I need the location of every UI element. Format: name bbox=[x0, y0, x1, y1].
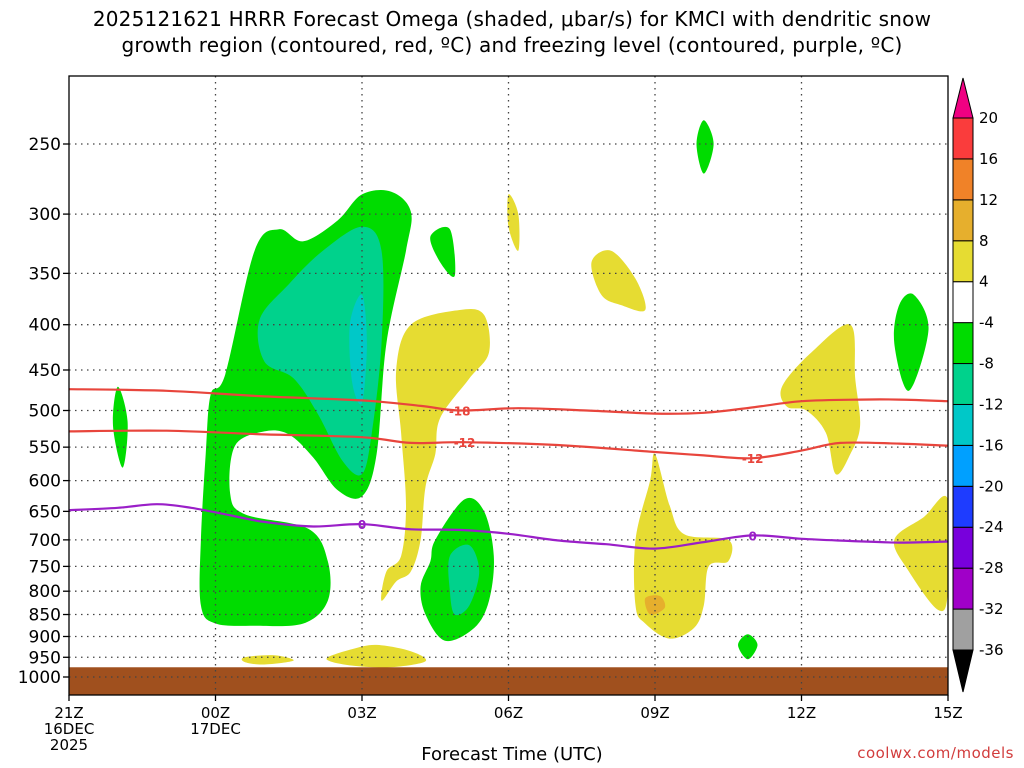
ground-fill bbox=[69, 667, 948, 695]
colorbar-label-4: -20 bbox=[979, 477, 1004, 495]
y-tick-label-250: 250 bbox=[29, 135, 61, 155]
y-tick-label-500: 500 bbox=[29, 402, 61, 422]
x-tick-label-0-0: 21Z bbox=[54, 704, 83, 722]
colorbar-label-0: -36 bbox=[979, 641, 1004, 659]
colorbar-label-3: -24 bbox=[979, 518, 1004, 536]
freezing-label-1: 0 bbox=[748, 529, 756, 543]
dendritic-line-0 bbox=[68, 388, 949, 415]
colorbar-swatch-5 bbox=[952, 403, 974, 446]
colorbar-label-6: -12 bbox=[979, 395, 1004, 413]
omega-region-6 bbox=[430, 226, 456, 277]
freezing-line bbox=[68, 503, 949, 550]
omega-region-15 bbox=[893, 496, 948, 612]
chart-title-line-2: growth region (contoured, red, ºC) and f… bbox=[121, 33, 903, 57]
y-tick-label-350: 350 bbox=[29, 264, 61, 284]
colorbar-label-7: -8 bbox=[979, 355, 994, 373]
y-tick-label-650: 650 bbox=[29, 502, 61, 522]
colorbar-swatch-2 bbox=[952, 526, 974, 569]
colorbar-label-1: -32 bbox=[979, 600, 1004, 618]
colorbar-label-9: 4 bbox=[979, 273, 989, 291]
omega-region-7 bbox=[696, 120, 714, 174]
contour-lines: -18 -12 -12 0 0 bbox=[68, 388, 949, 550]
axes: 2503003504004505005506006507007508008509… bbox=[18, 75, 963, 754]
y-tick-label-300: 300 bbox=[29, 205, 61, 225]
omega-region-4 bbox=[448, 544, 480, 616]
ground-layer bbox=[69, 667, 948, 695]
omega-region-12 bbox=[507, 194, 520, 251]
y-tick-label-750: 750 bbox=[29, 557, 61, 577]
omega-region-8 bbox=[893, 293, 929, 391]
x-tick-label-0-2: 2025 bbox=[50, 736, 88, 754]
x-tick-label-2-0: 03Z bbox=[347, 704, 376, 722]
x-tick-label-4-0: 09Z bbox=[640, 704, 669, 722]
x-tick-label-0-1: 16DEC bbox=[44, 720, 95, 738]
y-tick-label-600: 600 bbox=[29, 472, 61, 492]
x-tick-label-6-0: 15Z bbox=[933, 704, 962, 722]
chart-title-line-1: 2025121621 HRRR Forecast Omega (shaded, … bbox=[92, 7, 932, 31]
colorbar-swatch-0 bbox=[952, 608, 974, 651]
colorbar-swatch-1 bbox=[952, 567, 974, 610]
dendritic-label-0: -18 bbox=[449, 405, 471, 419]
colorbar-label-11: 12 bbox=[979, 191, 998, 209]
chart-title: 2025121621 HRRR Forecast Omega (shaded, … bbox=[0, 6, 1024, 58]
colorbar-swatch-10 bbox=[952, 199, 974, 242]
y-tick-label-450: 450 bbox=[29, 361, 61, 381]
y-tick-label-400: 400 bbox=[29, 316, 61, 336]
colorbar-label-2: -28 bbox=[979, 559, 1004, 577]
colorbar-swatch-9 bbox=[952, 240, 974, 283]
dendritic-line-1 bbox=[68, 429, 949, 460]
y-tick-label-1000: 1000 bbox=[18, 668, 61, 688]
colorbar-swatch-12 bbox=[952, 117, 974, 160]
colorbar-arrow-top bbox=[952, 77, 974, 119]
y-tick-label-850: 850 bbox=[29, 606, 61, 626]
colorbar-label-12: 16 bbox=[979, 150, 998, 168]
freezing-label-0: 0 bbox=[358, 518, 366, 532]
colorbar-swatch-8 bbox=[952, 281, 974, 324]
omega-region-10 bbox=[381, 309, 490, 601]
x-axis-label: Forecast Time (UTC) bbox=[421, 744, 603, 765]
y-tick-label-950: 950 bbox=[29, 648, 61, 668]
x-tick-label-1-1: 17DEC bbox=[190, 720, 241, 738]
colorbar-swatch-6 bbox=[952, 363, 974, 405]
y-tick-label-700: 700 bbox=[29, 531, 61, 551]
colorbar-swatch-4 bbox=[952, 444, 974, 487]
colorbar: -36 -32 -28 -24 -20 -16 -12 -8 -4 4 8 12 16 20 bbox=[952, 77, 1004, 693]
x-tick-label-1-0: 00Z bbox=[201, 704, 230, 722]
colorbar-swatch-7 bbox=[952, 322, 974, 365]
y-tick-label-800: 800 bbox=[29, 582, 61, 602]
omega-region-17 bbox=[241, 655, 294, 665]
y-tick-label-550: 550 bbox=[29, 438, 61, 458]
omega-region-11 bbox=[591, 250, 646, 312]
x-tick-label-3-0: 06Z bbox=[494, 704, 523, 722]
colorbar-swatch-3 bbox=[952, 485, 974, 528]
colorbar-arrow-bottom bbox=[952, 649, 974, 693]
omega-region-1 bbox=[257, 226, 384, 476]
colorbar-label-8: -4 bbox=[979, 314, 994, 332]
x-tick-label-5-0: 12Z bbox=[787, 704, 816, 722]
dendritic-label-2: -12 bbox=[742, 452, 764, 466]
colorbar-swatch-11 bbox=[952, 158, 974, 201]
credit-link[interactable]: coolwx.com/models bbox=[857, 744, 1014, 762]
dendritic-label-1: -12 bbox=[454, 436, 476, 450]
colorbar-label-10: 8 bbox=[979, 232, 989, 250]
omega-region-16 bbox=[326, 644, 427, 668]
omega-region-9 bbox=[738, 634, 758, 660]
omega-region-5 bbox=[112, 386, 128, 468]
y-tick-label-900: 900 bbox=[29, 627, 61, 647]
colorbar-label-13: 20 bbox=[979, 109, 998, 127]
colorbar-label-5: -16 bbox=[979, 436, 1004, 454]
